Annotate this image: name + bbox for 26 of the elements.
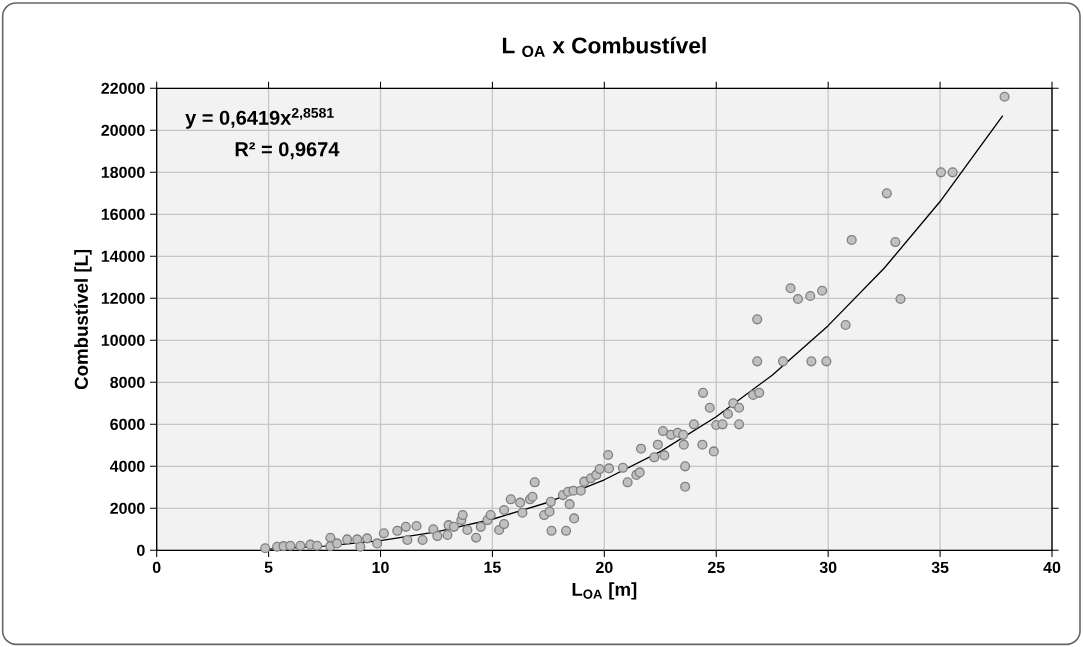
x-tick-label: 30 xyxy=(819,561,837,574)
y-tick-label: 12000 xyxy=(101,292,145,304)
y-tick-label: 0 xyxy=(137,544,145,556)
x-tick-label: 20 xyxy=(596,561,613,574)
y-tick-label: 4000 xyxy=(109,460,145,472)
y-tick-label: 8000 xyxy=(110,376,145,388)
y-tick-label: 6000 xyxy=(110,418,145,430)
y-tick-label: 10000 xyxy=(101,334,145,346)
x-tick-label: 35 xyxy=(931,561,949,574)
y-tick-label: 14000 xyxy=(101,250,145,262)
x-tick-label: 15 xyxy=(484,561,501,573)
y-tick-label: 18000 xyxy=(101,166,145,178)
y-tick-label: 16000 xyxy=(101,208,145,220)
x-tick-label: 0 xyxy=(152,561,161,574)
x-tick-label: 40 xyxy=(1043,561,1061,574)
x-axis-title: L$_{OA}$ [m] xyxy=(572,582,637,600)
annotation: y = 0,6419x$^{2,8581}$ xyxy=(185,107,334,129)
y-axis-title: Combustível [L] xyxy=(74,249,92,390)
annotation: R² = 0,9674 xyxy=(235,142,340,160)
y-tick-label: 2000 xyxy=(110,502,145,514)
x-tick-label: 10 xyxy=(372,561,389,574)
y-tick-label: 20000 xyxy=(101,124,145,136)
y-tick-label: 22000 xyxy=(101,82,145,94)
chart-title: L $_{OA}$ x Combustível xyxy=(502,36,706,57)
x-tick-label: 5 xyxy=(264,561,273,573)
x-tick-label: 25 xyxy=(707,561,725,574)
